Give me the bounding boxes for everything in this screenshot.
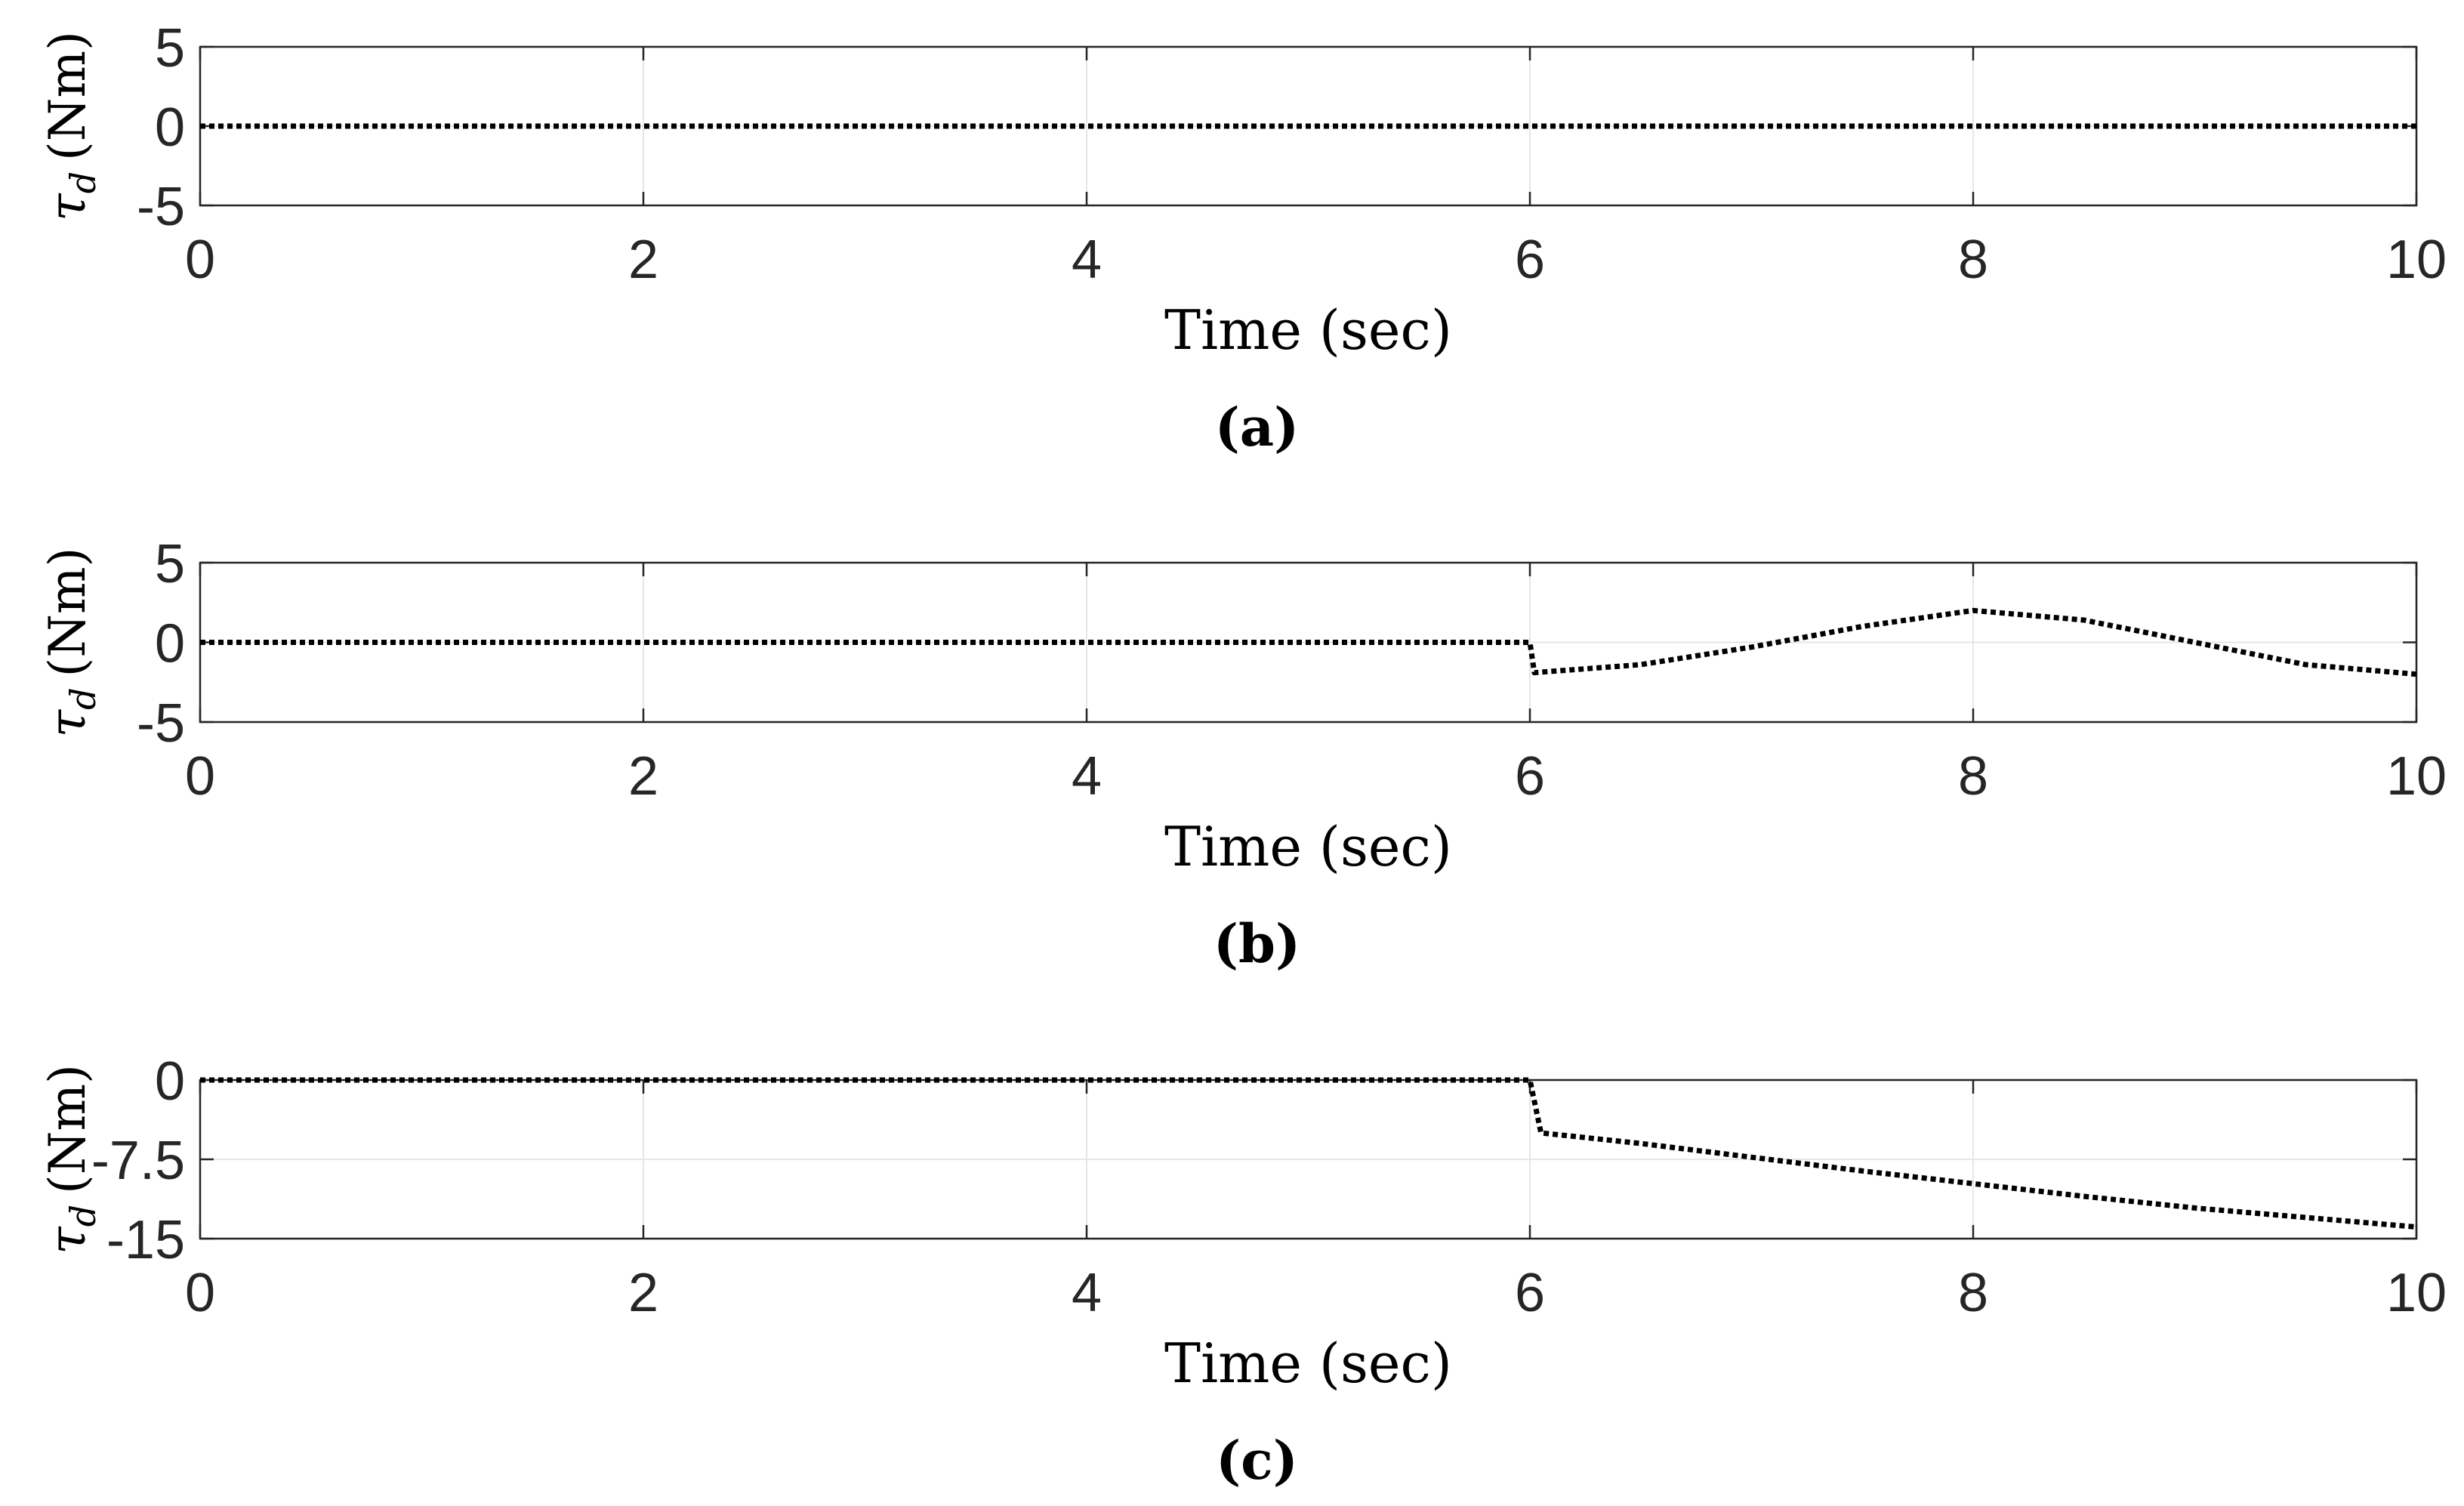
y-axis-subscript: d xyxy=(63,171,103,193)
x-axis-label: Time (sec) xyxy=(1164,1332,1452,1395)
x-tick-label: 2 xyxy=(628,230,658,290)
y-tick-label: 5 xyxy=(155,534,185,594)
x-tick-label: 6 xyxy=(1515,230,1545,290)
y-axis-subscript: d xyxy=(63,687,103,709)
x-tick-label: 4 xyxy=(1072,230,1102,290)
x-tick-label: 4 xyxy=(1072,746,1102,807)
chart-panel-3: 0 2 4 6 8 10 0 -7.5 -15 Time (sec) τd (Nm) (c) xyxy=(39,1051,2447,1492)
y-axis-symbol: τ xyxy=(39,708,97,737)
y-axis-label: τd (Nm) xyxy=(39,31,103,221)
x-tick-label: 8 xyxy=(1958,230,1988,290)
x-tick-label: 10 xyxy=(2386,230,2447,290)
series-line-1 xyxy=(200,607,2417,677)
x-tick-label: 0 xyxy=(185,230,215,290)
x-tick-label: 10 xyxy=(2386,1263,2447,1323)
x-tick-label: 2 xyxy=(628,746,658,807)
y-axis-symbol: τ xyxy=(39,1226,97,1254)
x-tick-label: 6 xyxy=(1515,746,1545,807)
x-axis-label: Time (sec) xyxy=(1164,298,1452,362)
x-tick-label: 6 xyxy=(1515,1263,1545,1323)
y-tick-label: 0 xyxy=(155,1051,185,1112)
y-axis-unit: (Nm) xyxy=(39,31,97,161)
panel-caption: (c) xyxy=(1216,1429,1298,1492)
panel-caption: (b) xyxy=(1213,912,1300,975)
x-tick-label: 0 xyxy=(185,746,215,807)
y-tick-label: -7.5 xyxy=(91,1131,185,1191)
y-tick-label: -5 xyxy=(137,693,185,754)
y-tick-label: -5 xyxy=(137,177,185,237)
y-axis-subscript: d xyxy=(63,1205,103,1227)
x-tick-label: 4 xyxy=(1072,1263,1102,1323)
y-tick-label: 5 xyxy=(155,18,185,79)
y-axis-label: τd (Nm) xyxy=(39,548,103,738)
panel-caption: (a) xyxy=(1215,396,1300,458)
series-line-1 xyxy=(200,1077,2417,1230)
y-tick-label: 0 xyxy=(155,614,185,674)
y-axis-unit: (Nm) xyxy=(39,548,97,677)
x-tick-label: 8 xyxy=(1958,746,1988,807)
x-tick-label: 10 xyxy=(2386,746,2447,807)
x-tick-label: 2 xyxy=(628,1263,658,1323)
y-axis-label: τd (Nm) xyxy=(39,1064,103,1254)
y-tick-label: -15 xyxy=(106,1210,185,1270)
y-tick-label: 0 xyxy=(155,97,185,158)
x-tick-label: 0 xyxy=(185,1263,215,1323)
x-axis-label: Time (sec) xyxy=(1164,815,1452,878)
x-tick-label: 8 xyxy=(1958,1263,1988,1323)
y-axis-symbol: τ xyxy=(39,193,97,221)
y-axis-unit: (Nm) xyxy=(39,1064,97,1194)
